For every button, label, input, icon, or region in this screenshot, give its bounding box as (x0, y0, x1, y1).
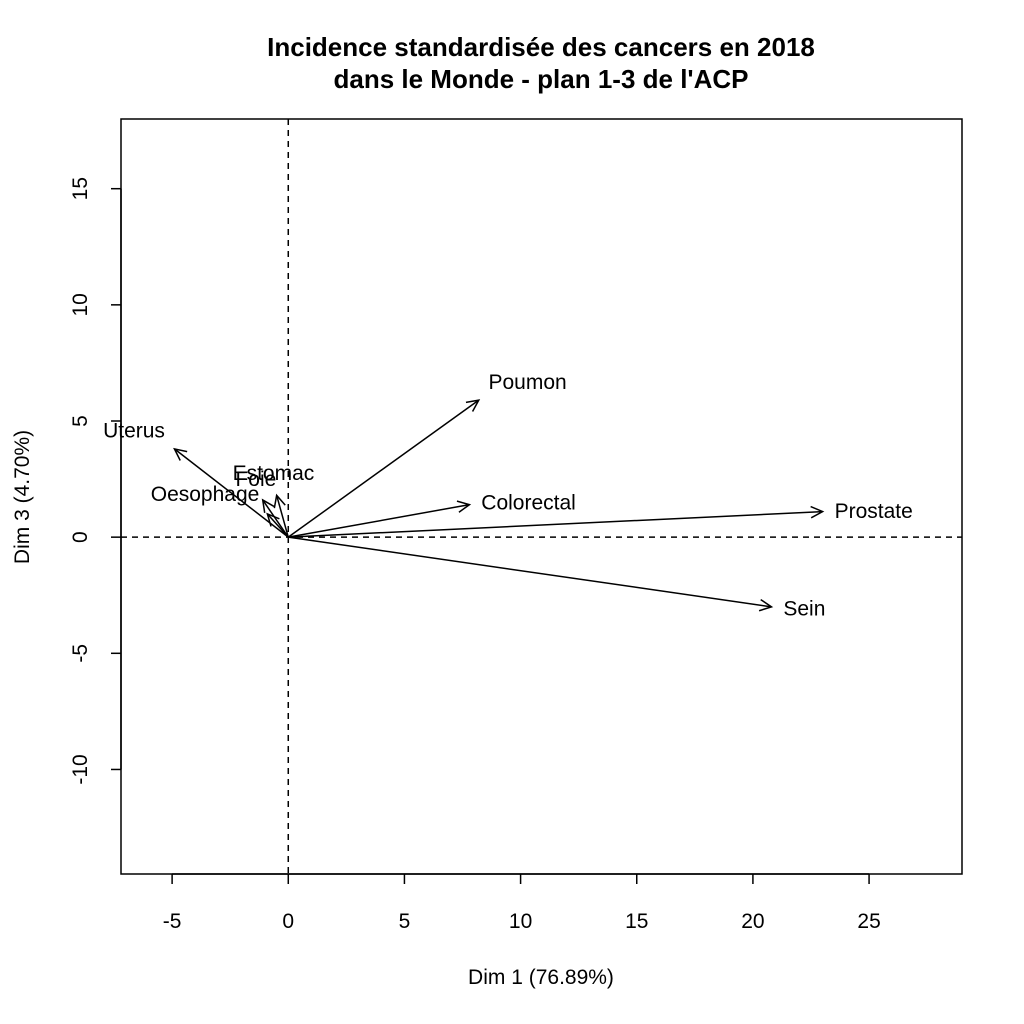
y-tick-label: -10 (69, 754, 92, 784)
arrow-colorectal (288, 500, 472, 538)
variable-arrows (173, 399, 825, 612)
x-axis: -5 0 5 10 15 20 25 (163, 873, 881, 933)
arrow-oesophage (266, 512, 289, 538)
arrow-poumon (287, 399, 481, 538)
x-tick-label: 5 (399, 910, 411, 933)
arrow-head (810, 505, 825, 519)
label-oesophage: Oesophage (151, 483, 260, 506)
label-colorectal: Colorectal (481, 492, 576, 515)
arrow-shaft (275, 495, 289, 538)
chart-title: Incidence standardisée des cancers en 20… (267, 32, 815, 94)
x-tick-label: 20 (741, 910, 764, 933)
arrow-head (456, 500, 472, 513)
arrow-shaft (288, 536, 772, 608)
label-estomac: Estomac (233, 462, 315, 485)
y-tick-label: 15 (69, 177, 92, 200)
arrow-head (273, 493, 286, 509)
chart-title-line-1: Incidence standardisée des cancers en 20… (267, 32, 815, 62)
arrow-head (173, 447, 188, 461)
label-poumon: Poumon (489, 371, 567, 394)
y-tick-label: 0 (69, 531, 92, 543)
arrow-head (465, 399, 481, 412)
arrow-sein (288, 536, 774, 612)
label-prostate: Prostate (835, 500, 913, 523)
x-tick-label: -5 (163, 910, 182, 933)
reference-lines (121, 119, 962, 874)
arrow-shaft (262, 499, 289, 538)
arrow-head (266, 512, 280, 527)
y-tick-label: 5 (69, 415, 92, 427)
arrow-head (758, 598, 774, 612)
arrow-prostate (288, 505, 825, 538)
x-tick-label: 15 (625, 910, 648, 933)
x-tick-label: 10 (509, 910, 532, 933)
arrow-shaft (266, 513, 289, 538)
y-axis: -10 -5 0 5 10 15 (69, 177, 122, 785)
y-tick-label: 10 (69, 293, 92, 316)
arrow-shaft (288, 510, 823, 538)
x-tick-label: 25 (857, 910, 880, 933)
y-axis-label: Dim 3 (4.70%) (11, 430, 34, 564)
label-foie: Foie (235, 468, 276, 491)
arrow-head (261, 498, 275, 513)
arrow-shaft (287, 399, 480, 538)
chart-title-line-2: dans le Monde - plan 1-3 de l'ACP (333, 64, 748, 94)
x-axis-label: Dim 1 (76.89%) (468, 966, 614, 989)
arrow-estomac (273, 493, 289, 538)
label-uterus: Uterus (103, 420, 165, 443)
y-tick-label: -5 (69, 644, 92, 663)
arrow-foie (261, 498, 289, 538)
x-tick-label: 0 (282, 910, 294, 933)
label-sein: Sein (783, 598, 825, 621)
arrow-shaft (288, 503, 470, 538)
